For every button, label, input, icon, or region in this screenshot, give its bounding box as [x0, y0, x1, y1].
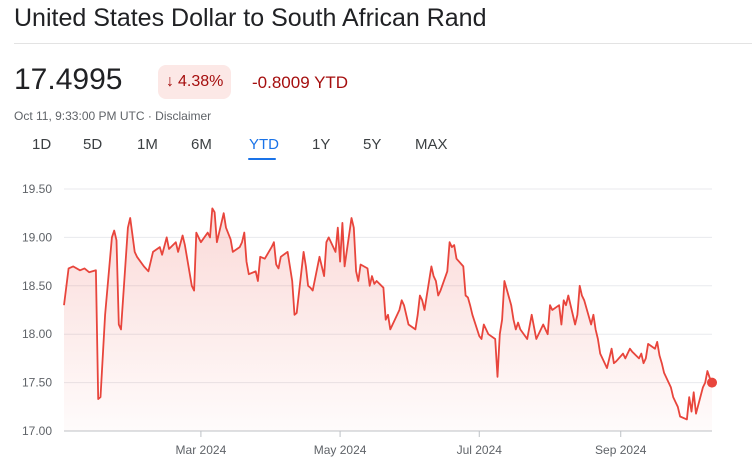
- disclaimer-link[interactable]: Disclaimer: [155, 109, 212, 123]
- x-tick-label: May 2024: [314, 443, 367, 457]
- quote-timestamp: Oct 11, 9:33:00 PM UTC · Disclaimer: [14, 109, 211, 123]
- current-price: 17.4995: [14, 63, 123, 96]
- active-tab-indicator: [248, 158, 276, 160]
- change-percent-value: 4.38%: [178, 73, 224, 90]
- page-title: United States Dollar to South African Ra…: [14, 4, 487, 32]
- y-tick-label: 17.00: [22, 424, 52, 438]
- y-tick-label: 19.50: [22, 182, 52, 196]
- header-divider: [14, 43, 752, 44]
- tab-1m[interactable]: 1M: [137, 136, 158, 153]
- tab-5y[interactable]: 5Y: [363, 136, 382, 153]
- price-line: [63, 207, 713, 421]
- arrow-down-icon: ↓: [166, 73, 174, 90]
- y-tick-label: 18.00: [22, 327, 52, 341]
- y-tick-label: 19.00: [22, 230, 52, 244]
- timestamp-text: Oct 11, 9:33:00 PM UTC ·: [14, 109, 156, 123]
- x-tick-label: Jul 2024: [457, 443, 503, 457]
- y-tick-label: 18.50: [22, 279, 52, 293]
- tab-1y[interactable]: 1Y: [312, 136, 331, 153]
- tab-max[interactable]: MAX: [415, 136, 448, 153]
- y-tick-label: 17.50: [22, 376, 52, 390]
- x-tick-label: Sep 2024: [595, 443, 647, 457]
- tab-1d[interactable]: 1D: [32, 136, 52, 153]
- tab-ytd[interactable]: YTD: [249, 136, 279, 153]
- price-chart[interactable]: 19.50 19.00 18.50 18.00 17.50 17.00 Mar 2024 M…: [0, 170, 752, 470]
- ytd-change: -0.8009 YTD: [252, 73, 349, 92]
- change-percent-badge: ↓ 4.38%: [158, 65, 232, 99]
- tab-6m[interactable]: 6M: [191, 136, 212, 153]
- tab-5d[interactable]: 5D: [83, 136, 103, 153]
- current-price-marker: [707, 377, 717, 388]
- x-tick-label: Mar 2024: [176, 443, 227, 457]
